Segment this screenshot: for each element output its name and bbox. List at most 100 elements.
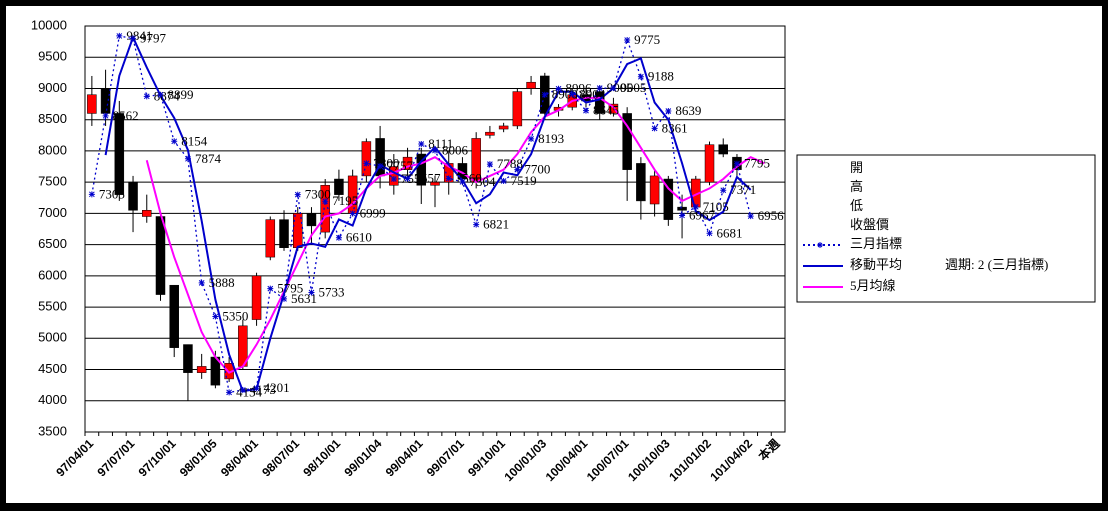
data-label: 9775 xyxy=(634,32,660,47)
data-label: 8154 xyxy=(181,133,208,148)
star-marker xyxy=(541,91,548,98)
star-marker xyxy=(637,73,644,80)
legend-note: 週期: 2 (三月指標) xyxy=(945,257,1048,272)
y-tick-label: 7000 xyxy=(38,205,67,220)
y-tick-label: 9500 xyxy=(38,49,67,64)
data-label: 7550 xyxy=(401,171,427,186)
data-label: 7757 xyxy=(387,158,414,173)
star-marker xyxy=(445,175,452,182)
candle-body xyxy=(114,113,125,195)
candle-body xyxy=(718,144,728,155)
y-tick-label: 6500 xyxy=(38,236,67,251)
legend-label: 低 xyxy=(850,198,863,213)
star-marker xyxy=(281,295,288,302)
star-marker xyxy=(473,221,480,228)
y-tick-label: 9000 xyxy=(38,80,67,95)
y-tick-label: 3500 xyxy=(38,423,67,438)
star-marker xyxy=(226,389,233,396)
data-label: 7195 xyxy=(332,193,358,208)
data-label: 8904 xyxy=(579,86,606,101)
candle-body xyxy=(361,141,372,177)
star-marker xyxy=(720,187,727,194)
star-marker xyxy=(390,176,397,183)
y-tick-label: 10000 xyxy=(31,17,67,32)
candle-body xyxy=(498,125,509,130)
star-marker xyxy=(239,386,246,393)
data-label: 6956 xyxy=(758,208,785,223)
star-marker xyxy=(596,85,603,92)
star-marker xyxy=(665,108,672,115)
y-tick-label: 7500 xyxy=(38,174,67,189)
data-label: 8645 xyxy=(593,103,619,118)
candle-body xyxy=(704,144,715,183)
star-marker xyxy=(418,140,425,147)
star-marker xyxy=(349,210,356,217)
candle-body xyxy=(594,91,605,114)
data-label: 7557 xyxy=(415,171,442,186)
candle-body xyxy=(649,175,660,205)
legend-star xyxy=(817,242,823,248)
data-label: 8639 xyxy=(675,103,701,118)
data-label: 8899 xyxy=(167,87,193,102)
data-label: 7305 xyxy=(99,186,125,201)
legend-label: 開 xyxy=(850,160,863,175)
star-marker xyxy=(322,198,329,205)
candle-body xyxy=(251,275,262,320)
star-marker xyxy=(171,138,178,145)
y-tick-label: 4500 xyxy=(38,361,67,376)
star-marker xyxy=(294,191,301,198)
star-marker xyxy=(308,289,315,296)
data-label: 8562 xyxy=(113,108,139,123)
star-marker xyxy=(363,160,370,167)
star-marker xyxy=(88,191,95,198)
star-marker xyxy=(184,155,191,162)
y-tick-label: 5000 xyxy=(38,330,67,345)
data-label: 6821 xyxy=(483,217,509,232)
star-marker xyxy=(582,107,589,114)
candle-body xyxy=(265,219,276,258)
star-marker xyxy=(102,112,109,119)
y-tick-label: 8000 xyxy=(38,142,67,157)
data-label: 9005 xyxy=(607,80,633,95)
legend-label: 5月均線 xyxy=(850,278,896,293)
data-label: 8111 xyxy=(428,136,453,151)
star-marker xyxy=(459,178,466,185)
star-marker xyxy=(692,203,699,210)
star-marker xyxy=(569,91,576,98)
y-tick-label: 4000 xyxy=(38,392,67,407)
data-label: 7700 xyxy=(524,162,550,177)
candle-body xyxy=(526,81,536,89)
star-marker xyxy=(706,230,713,237)
star-marker xyxy=(143,93,150,100)
candle-body xyxy=(128,181,138,211)
candle-body xyxy=(169,284,179,348)
data-label: 7504 xyxy=(469,174,496,189)
star-marker xyxy=(624,37,631,44)
star-marker xyxy=(130,35,137,42)
data-label: 8193 xyxy=(538,131,564,146)
star-marker xyxy=(514,166,521,173)
data-label: 4201 xyxy=(264,380,290,395)
star-marker xyxy=(555,85,562,92)
data-label: 7300 xyxy=(305,187,331,202)
data-label: 7874 xyxy=(195,151,222,166)
candle-body xyxy=(663,178,674,220)
candle-body xyxy=(142,210,152,217)
candle-body xyxy=(320,185,330,233)
data-label: 6967 xyxy=(689,207,716,222)
data-label: 7371 xyxy=(730,182,756,197)
y-tick-label: 8500 xyxy=(38,111,67,126)
candle-body xyxy=(183,344,193,373)
y-tick-label: 6000 xyxy=(38,267,67,282)
candle-body xyxy=(416,153,427,186)
data-label: 7788 xyxy=(497,156,523,171)
data-label: 5888 xyxy=(209,275,235,290)
star-marker xyxy=(500,177,507,184)
candle-body xyxy=(100,88,111,114)
candle-body xyxy=(622,113,632,170)
star-marker xyxy=(335,234,342,241)
star-marker xyxy=(486,161,493,168)
star-marker xyxy=(198,279,205,286)
